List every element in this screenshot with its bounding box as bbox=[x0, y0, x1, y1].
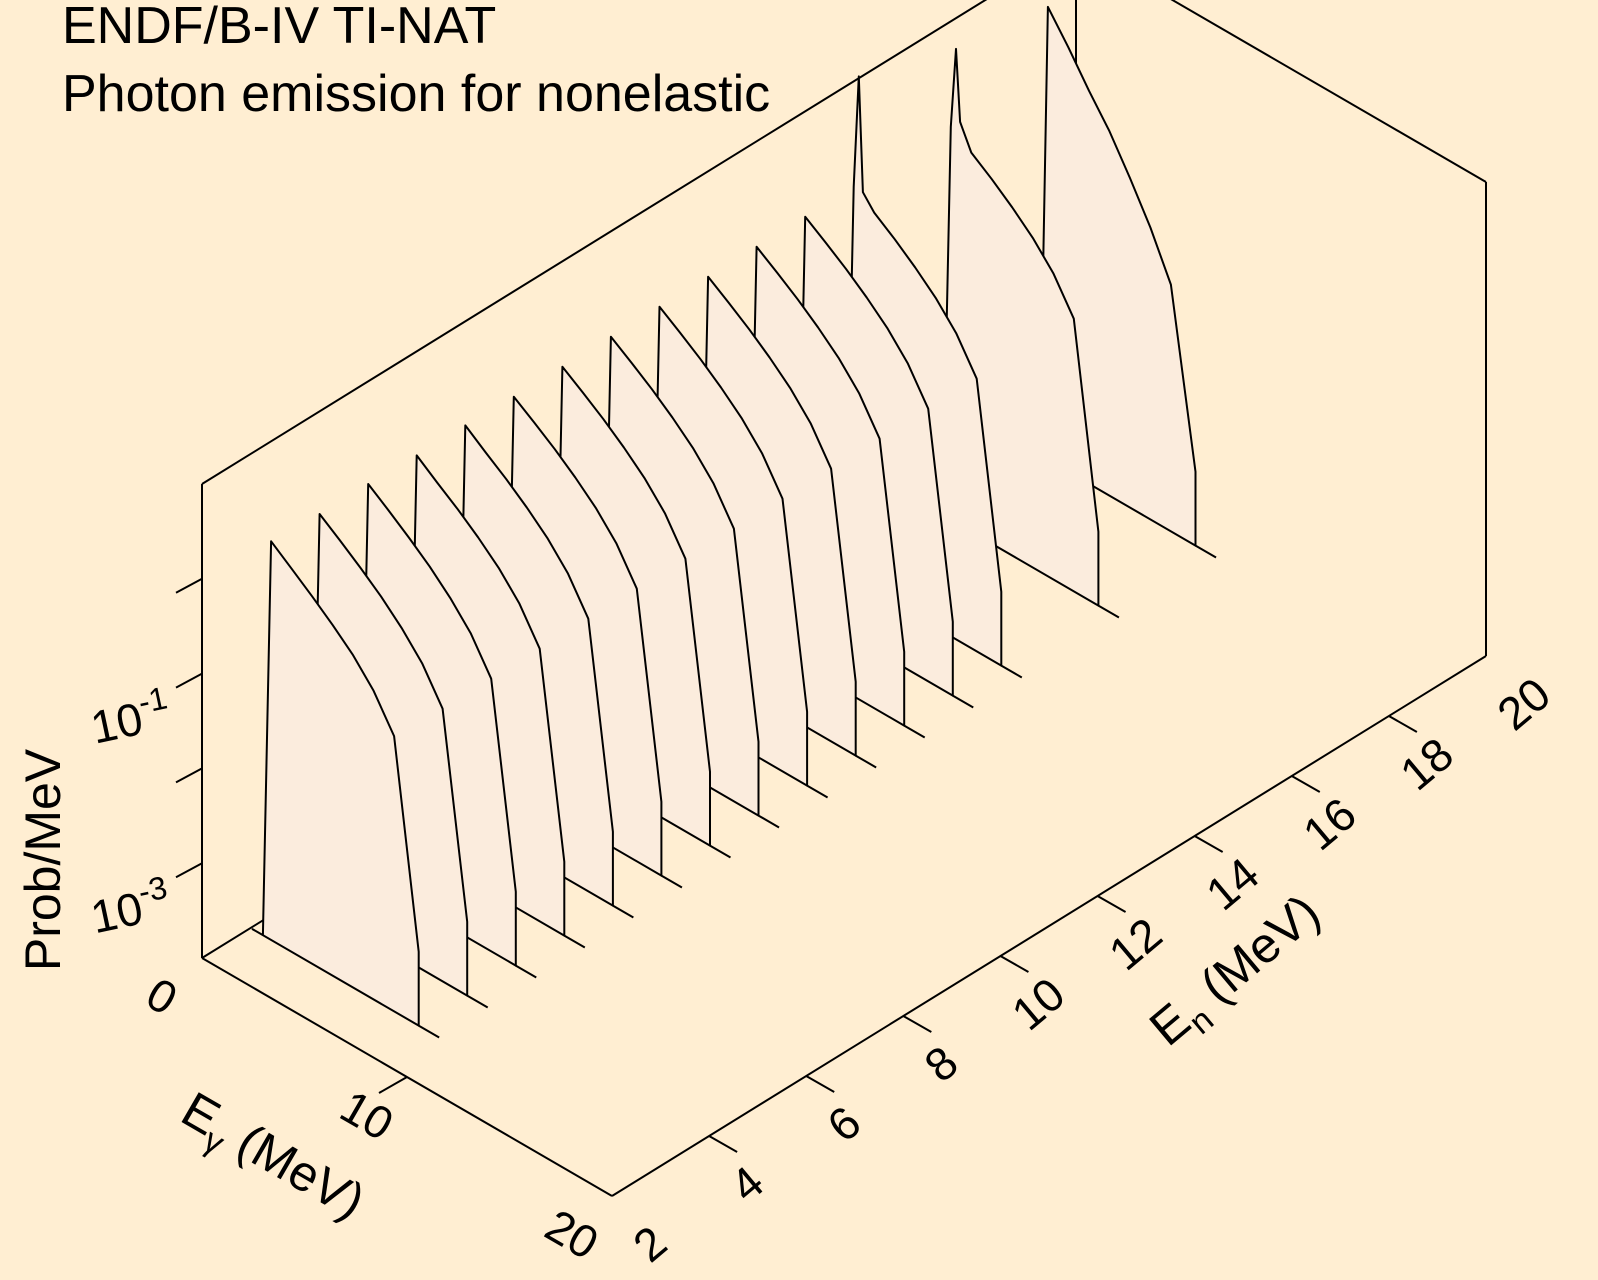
spectrum-baseline-en-15 bbox=[1000, 664, 1023, 679]
chart-title: ENDF/B-IV TI-NAT bbox=[62, 0, 497, 55]
y-tick-label-10: 10 bbox=[1002, 967, 1075, 1040]
y-tick-label-8: 8 bbox=[915, 1036, 968, 1092]
y-tick-mark-18 bbox=[1388, 715, 1418, 733]
right-top-edge bbox=[1170, 0, 1487, 183]
x-tick-label-0: 0 bbox=[138, 967, 186, 1025]
back-top-edge bbox=[201, 0, 988, 485]
y-tick-label-6: 6 bbox=[817, 1096, 870, 1152]
spectrum-baseline-en-6 bbox=[563, 934, 586, 949]
spectrum-baseline-en-5 bbox=[515, 964, 537, 979]
z-tick-mark--1 bbox=[175, 672, 203, 689]
spectrum-baseline-en-12 bbox=[855, 754, 877, 769]
y-tick-mark-6 bbox=[805, 1075, 835, 1093]
y-tick-label-20: 20 bbox=[1487, 667, 1560, 740]
y-tick-label-4: 4 bbox=[720, 1156, 773, 1212]
y-tick-label-18: 18 bbox=[1390, 727, 1463, 800]
title-block: ENDF/B-IV TI-NAT Photon emission for non… bbox=[62, 0, 770, 128]
y-tick-label-2: 2 bbox=[623, 1216, 676, 1272]
z-axis-label-text: Prob/MeV bbox=[15, 748, 71, 971]
spectrum-curve-en-3 bbox=[251, 540, 420, 1027]
spectrum-baseline-en-8 bbox=[660, 874, 683, 889]
spectrum-baseline-en-10 bbox=[758, 814, 780, 829]
z-tick-label--1: 10-1 bbox=[85, 679, 175, 753]
spectrum-baseline-en-13 bbox=[903, 724, 926, 739]
y-tick-label-14: 14 bbox=[1196, 847, 1269, 920]
spectrum-baseline-en-17 bbox=[1097, 604, 1120, 619]
z-tick-mark--2 bbox=[175, 767, 203, 784]
x-tick-mark-10 bbox=[378, 1076, 408, 1094]
y-tick-mark-8 bbox=[902, 1015, 932, 1033]
spectrum-baseline-en-19 bbox=[1195, 544, 1217, 559]
y-axis-label-unit: (MeV) bbox=[1190, 883, 1330, 1013]
spectrum-baseline-en-3 bbox=[418, 1024, 440, 1039]
y-axis-line bbox=[611, 655, 1487, 1197]
spectra-curves bbox=[251, 5, 1217, 1039]
z-tick-mark--3 bbox=[175, 862, 203, 879]
y-tick-mark-10 bbox=[999, 955, 1029, 973]
spectrum-baseline-en-11 bbox=[806, 784, 829, 799]
z-tick-mark-0 bbox=[175, 577, 203, 594]
x-tick-label-10: 10 bbox=[332, 1080, 402, 1151]
y-tick-mark-12 bbox=[1097, 895, 1127, 913]
z-axis-label: Prob/MeV bbox=[15, 748, 71, 971]
y-tick-mark-16 bbox=[1291, 775, 1321, 793]
z-tick-label--3: 10-3 bbox=[85, 869, 175, 943]
spectrum-baseline-en-9 bbox=[709, 844, 731, 859]
x-tick-label-20: 20 bbox=[537, 1199, 607, 1270]
spectrum-baseline-en-14 bbox=[952, 694, 974, 709]
y-tick-mark-4 bbox=[708, 1135, 738, 1153]
spectrum-baseline-en-7 bbox=[612, 904, 634, 919]
spectrum-baseline-en-4 bbox=[466, 994, 489, 1009]
chart-subtitle: Photon emission for nonelastic bbox=[62, 65, 771, 123]
y-tick-label-16: 16 bbox=[1293, 787, 1366, 860]
y-tick-mark-14 bbox=[1194, 835, 1224, 853]
y-tick-label-12: 12 bbox=[1099, 907, 1172, 980]
